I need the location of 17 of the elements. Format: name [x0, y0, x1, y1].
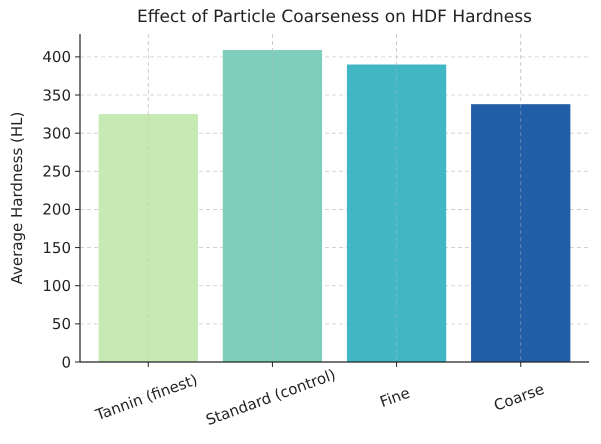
bar	[222, 50, 322, 362]
y-tick-label: 250	[42, 162, 71, 181]
y-tick-label: 50	[52, 315, 71, 334]
y-tick-label: 100	[42, 276, 71, 295]
y-axis-title: Average Hardness (HL)	[8, 112, 26, 284]
bar	[346, 64, 446, 362]
bar	[98, 114, 198, 362]
y-tick-label: 350	[42, 86, 71, 104]
y-tick-label: 150	[42, 238, 71, 257]
chart-title: Effect of Particle Coarseness on HDF Hardness	[137, 7, 532, 27]
x-tick-label: Fine	[377, 384, 412, 411]
x-tick-label: Coarse	[491, 380, 547, 415]
bar	[471, 104, 570, 362]
y-tick-label: 0	[61, 353, 71, 372]
y-tick-label: 200	[42, 200, 71, 219]
y-tick-label: 300	[42, 124, 71, 142]
y-tick-label: 400	[42, 48, 71, 66]
